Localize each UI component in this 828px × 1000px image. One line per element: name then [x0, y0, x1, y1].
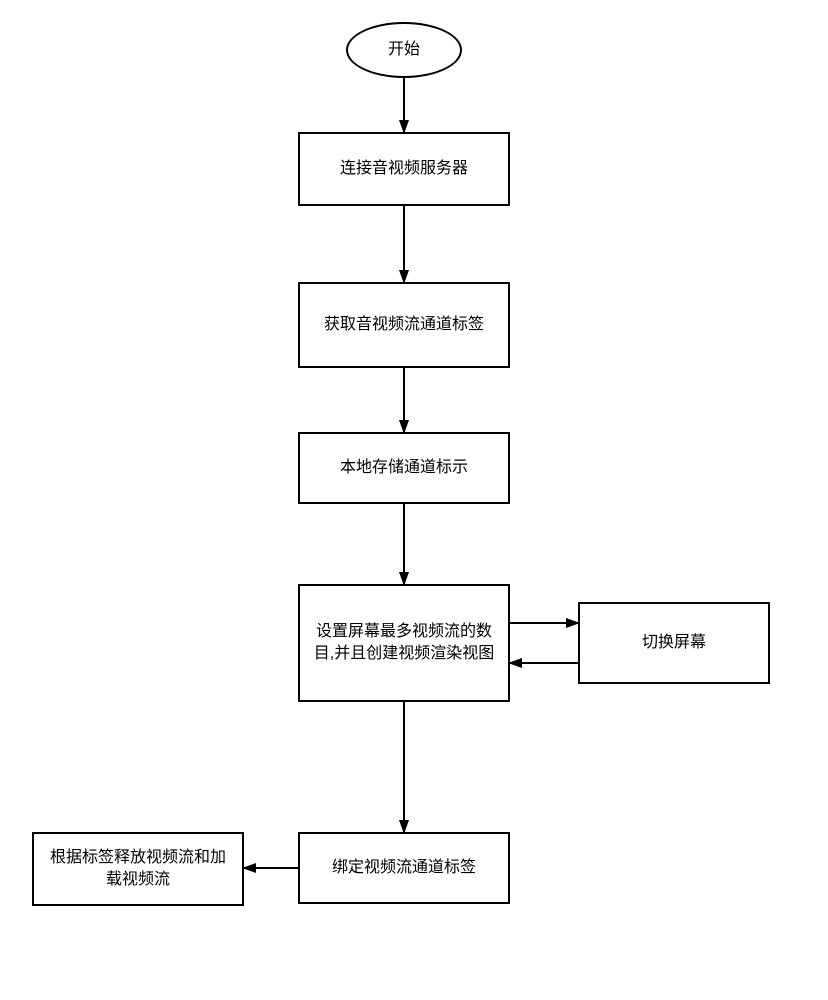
- flow-get-channel-tag-label: 获取音视频流通道标签: [324, 314, 484, 336]
- flow-connect-server: 连接音视频服务器: [298, 132, 510, 206]
- flow-set-max-streams-label: 设置屏幕最多视频流的数目,并且创建视频渲染视图: [312, 621, 496, 666]
- flow-switch-screen: 切换屏幕: [578, 602, 770, 684]
- flow-store-channel-id: 本地存储通道标示: [298, 432, 510, 504]
- flow-store-channel-id-label: 本地存储通道标示: [340, 457, 468, 479]
- flow-release-load-stream-label: 根据标签释放视频流和加载视频流: [46, 847, 230, 892]
- flow-set-max-streams: 设置屏幕最多视频流的数目,并且创建视频渲染视图: [298, 584, 510, 702]
- flow-connect-server-label: 连接音视频服务器: [340, 158, 468, 180]
- flow-bind-channel-tag: 绑定视频流通道标签: [298, 832, 510, 904]
- flow-bind-channel-tag-label: 绑定视频流通道标签: [332, 857, 476, 879]
- flow-start: 开始: [346, 22, 462, 78]
- flow-switch-screen-label: 切换屏幕: [642, 632, 706, 654]
- flow-release-load-stream: 根据标签释放视频流和加载视频流: [32, 832, 244, 906]
- flow-start-label: 开始: [388, 39, 420, 61]
- flow-get-channel-tag: 获取音视频流通道标签: [298, 282, 510, 368]
